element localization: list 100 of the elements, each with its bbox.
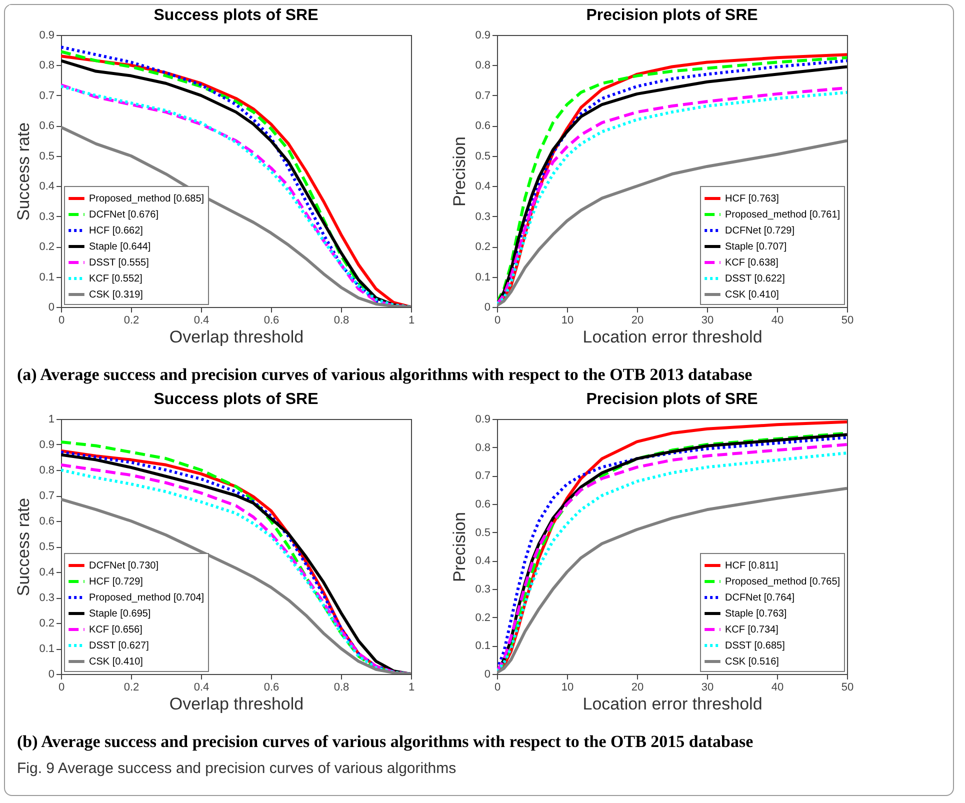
y-tick-label: 0.9: [475, 30, 490, 42]
x-tick-label: 30: [701, 682, 714, 694]
legend-label: Proposed_method [0.704]: [89, 592, 204, 604]
legend-label: KCF [0.552]: [89, 274, 143, 284]
y-tick-label: 0.3: [39, 210, 54, 223]
y-tick-label: 0.2: [39, 241, 54, 254]
y-tick-label: 0.9: [475, 414, 490, 426]
y-tick-label: 0.7: [475, 470, 490, 482]
y-tick-label: 0.6: [475, 120, 490, 132]
x-tick-label: 0: [58, 682, 65, 694]
x-tick-label: 50: [841, 314, 854, 326]
y-tick-label: 0.8: [39, 60, 54, 72]
x-tick-label: 40: [771, 314, 784, 326]
y-tick-label: 0.5: [39, 541, 54, 553]
x-tick-label: 0: [494, 682, 501, 694]
legend-label: CSK [0.410]: [725, 290, 780, 300]
legend-label: DCFNet [0.730]: [89, 560, 159, 572]
y-tick-label: 0.1: [475, 640, 490, 652]
chart-title: Precision plots of SRE: [586, 7, 758, 24]
legend-label: Proposed_method [0.765]: [725, 576, 840, 588]
y-tick-label: 0.1: [39, 271, 54, 284]
legend-label: CSK [0.410]: [89, 656, 144, 668]
x-tick-label: 0.4: [194, 682, 210, 694]
x-tick-label: 0.2: [124, 682, 140, 694]
y-tick-label: 0.7: [475, 90, 490, 102]
legend-label: CSK [0.319]: [89, 290, 144, 300]
legend-label: Staple [0.644]: [89, 242, 151, 252]
legend-label: KCF [0.638]: [725, 258, 779, 268]
chart-title: Precision plots of SRE: [586, 391, 758, 408]
chart-title: Success plots of SRE: [154, 391, 319, 408]
x-tick-label: 0.8: [334, 682, 350, 694]
legend-label: DCFNet [0.676]: [89, 210, 159, 220]
y-tick-label: 0.9: [39, 30, 54, 42]
legend-label: Staple [0.695]: [89, 608, 151, 620]
x-tick-label: 0.6: [264, 314, 280, 326]
x-tick-label: 0: [58, 314, 65, 326]
chart-title: Success plots of SRE: [154, 7, 319, 24]
y-tick-label: 0.2: [475, 612, 490, 624]
legend-label: DSST [0.622]: [725, 274, 786, 284]
legend-label: HCF [0.729]: [89, 576, 144, 588]
legend-label: DCFNet [0.764]: [725, 592, 795, 604]
x-tick-label: 30: [701, 314, 714, 326]
legend-label: DSST [0.555]: [89, 258, 150, 268]
y-tick-label: 0.4: [39, 180, 54, 193]
x-tick-label: 10: [561, 314, 574, 326]
y-tick-label: 0.8: [475, 442, 490, 454]
y-axis-title: Success rate: [14, 122, 34, 221]
x-tick-label: 50: [841, 682, 854, 694]
x-tick-label: 1: [408, 314, 415, 326]
x-tick-label: 40: [771, 682, 784, 694]
y-axis-title: Precision: [450, 136, 470, 206]
y-tick-label: 0: [484, 302, 490, 314]
legend-label: DCFNet [0.729]: [725, 226, 795, 236]
legend-label: KCF [0.734]: [725, 624, 779, 636]
legend-label: HCF [0.662]: [89, 226, 144, 236]
legend-label: KCF [0.656]: [89, 624, 143, 636]
y-tick-label: 0.2: [39, 618, 54, 630]
line-series: [61, 126, 411, 307]
x-tick-label: 0.6: [264, 682, 280, 694]
y-tick-label: 0.6: [475, 498, 490, 510]
text: (b) Average success and precision curves of various algorithms with respect to the OTB 2015 database: [17, 732, 754, 752]
y-tick-label: 0.4: [39, 566, 54, 578]
y-axis-title: Precision: [450, 512, 470, 582]
y-tick-label: 0.5: [39, 150, 54, 162]
x-axis-title: Overlap threshold: [169, 328, 304, 346]
legend-label: HCF [0.763]: [725, 194, 780, 204]
y-tick-label: 0.1: [39, 643, 54, 655]
y-tick-label: 0: [484, 668, 490, 680]
legend-label: CSK [0.516]: [725, 656, 780, 668]
y-tick-label: 0.7: [39, 490, 54, 502]
line-series: [497, 139, 847, 307]
line-series: [497, 486, 847, 674]
y-tick-label: 0.4: [475, 555, 490, 568]
x-tick-label: 0.2: [124, 314, 140, 326]
legend-label: Proposed_method [0.685]: [89, 194, 204, 204]
legend-label: Staple [0.763]: [725, 608, 787, 620]
y-tick-label: 0.2: [475, 241, 490, 254]
x-tick-label: 20: [631, 314, 644, 326]
legend-label: Staple [0.707]: [725, 242, 787, 252]
y-tick-label: 0: [48, 668, 54, 680]
y-tick-label: 0.5: [475, 150, 490, 162]
x-tick-label: 0.8: [334, 314, 350, 326]
legend-label: DSST [0.627]: [89, 640, 150, 652]
text: (a) Average success and precision curves of various algorithms with respect to the OTB 2013 database: [17, 365, 754, 385]
x-tick-label: 20: [631, 682, 644, 694]
legend-label: Proposed_method [0.761]: [725, 210, 840, 220]
x-axis-title: Location error threshold: [582, 694, 762, 714]
x-tick-label: 0.4: [194, 314, 210, 326]
legend-label: DSST [0.685]: [725, 640, 786, 652]
y-tick-label: 0.4: [475, 180, 490, 193]
x-axis-title: Overlap threshold: [169, 694, 304, 714]
x-tick-label: 1: [408, 682, 415, 694]
y-tick-label: 0.3: [475, 210, 490, 223]
y-tick-label: 0.3: [39, 592, 54, 604]
legend-label: HCF [0.811]: [725, 560, 778, 572]
x-tick-label: 0: [494, 314, 501, 326]
y-tick-label: 0.9: [39, 439, 54, 451]
y-tick-label: 0.3: [475, 584, 490, 596]
x-axis-title: Location error threshold: [582, 328, 762, 346]
y-tick-label: 0.7: [39, 90, 54, 102]
